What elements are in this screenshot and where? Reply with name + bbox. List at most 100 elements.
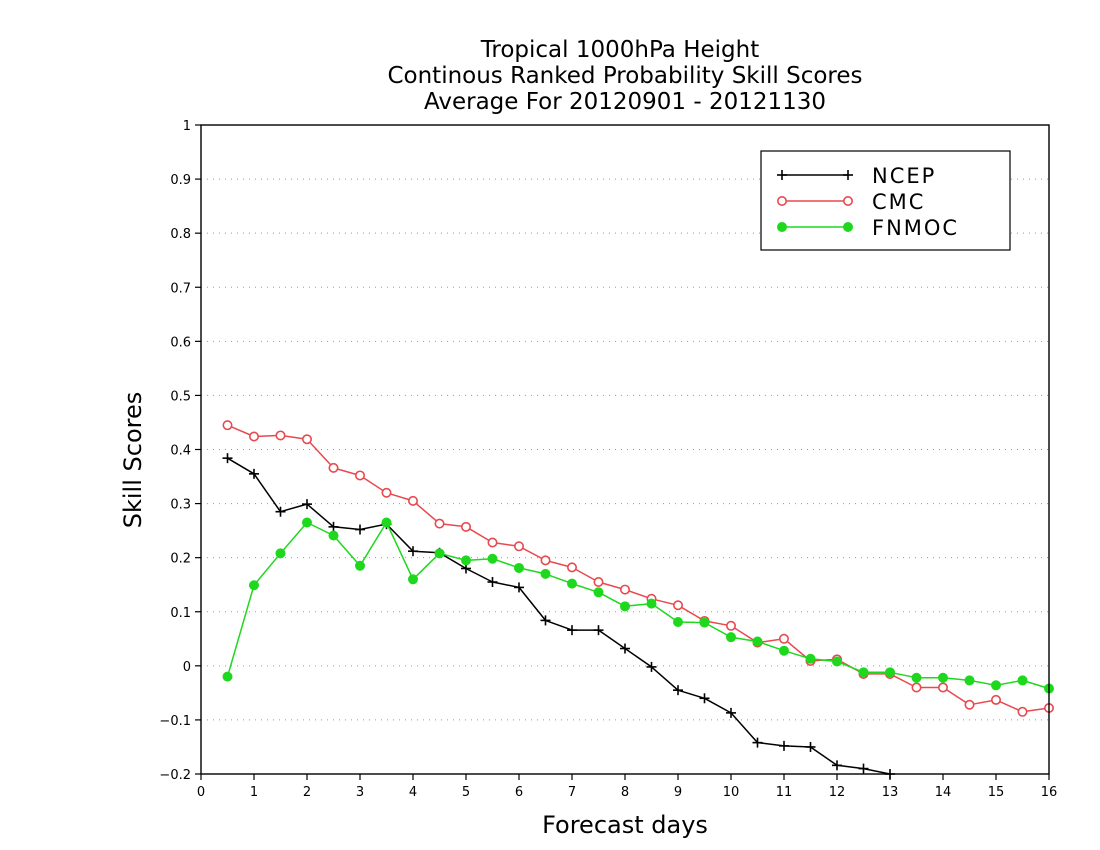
data-point-fnmoc — [381, 517, 392, 528]
data-point-cmc — [1017, 706, 1028, 717]
x-tick-label: 7 — [568, 785, 576, 800]
legend-marker-cmc — [776, 196, 787, 207]
data-point-cmc — [249, 431, 260, 442]
series-fnmoc — [222, 517, 1054, 694]
data-point-fnmoc — [991, 680, 1001, 691]
data-point-ncep — [302, 499, 312, 510]
data-point-ncep — [673, 685, 683, 696]
legend-item-fnmoc: FNMOC — [777, 216, 957, 240]
data-point-cmc — [911, 682, 922, 693]
data-point-cmc — [434, 518, 445, 529]
data-point-cmc — [593, 577, 604, 588]
data-point-ncep — [726, 707, 736, 718]
series-line-ncep — [227, 457, 891, 775]
title-line-2: Continous Ranked Probability Skill Score… — [387, 63, 862, 89]
data-point-fnmoc — [540, 568, 551, 579]
legend-marker-fnmoc — [843, 222, 853, 232]
x-tick-label: 1 — [250, 785, 258, 800]
data-point-fnmoc — [752, 636, 763, 647]
data-point-ncep — [832, 760, 842, 771]
legend-item-ncep: NCEP — [777, 164, 936, 188]
y-tick-label: 0.7 — [170, 281, 191, 296]
data-point-fnmoc — [487, 553, 498, 564]
data-point-ncep — [646, 661, 657, 672]
data-point-fnmoc — [779, 645, 789, 656]
data-point-cmc — [937, 682, 948, 693]
data-point-cmc — [301, 434, 312, 445]
series-line-cmc — [227, 424, 1050, 713]
data-point-ncep — [593, 625, 604, 636]
x-tick-label: 5 — [462, 785, 470, 800]
legend-label-cmc: CMC — [872, 190, 925, 214]
data-point-fnmoc — [328, 530, 339, 541]
legend-label-ncep: NCEP — [872, 164, 936, 188]
y-tick-label: 0.6 — [170, 335, 191, 350]
data-point-fnmoc — [911, 672, 922, 683]
legend-marker-cmc — [842, 196, 853, 207]
data-point-fnmoc — [434, 548, 445, 559]
y-tick-label: 0.9 — [170, 173, 191, 188]
data-point-ncep — [858, 763, 869, 774]
legend-marker-ncep — [843, 170, 853, 180]
x-tick-label: 8 — [621, 785, 629, 800]
data-point-cmc — [407, 495, 418, 506]
series-cmc — [222, 420, 1055, 717]
data-point-ncep — [408, 546, 418, 557]
data-point-fnmoc — [964, 675, 975, 686]
data-point-ncep — [275, 506, 286, 517]
x-tick-label: 3 — [356, 785, 364, 800]
x-tick-label: 12 — [829, 785, 846, 800]
data-point-fnmoc — [1017, 675, 1028, 686]
y-tick-label: 0.4 — [170, 444, 191, 459]
data-point-fnmoc — [620, 601, 630, 612]
data-point-fnmoc — [646, 598, 657, 609]
y-axis-label: Skill Scores — [119, 392, 147, 529]
data-point-cmc — [487, 537, 498, 548]
data-point-cmc — [566, 562, 577, 573]
series-line-fnmoc — [226, 521, 1050, 690]
data-point-fnmoc — [302, 517, 312, 528]
data-point-cmc — [990, 694, 1001, 705]
data-point-fnmoc — [699, 617, 710, 628]
data-point-cmc — [778, 633, 789, 644]
data-point-cmc — [619, 584, 630, 595]
data-point-fnmoc — [408, 574, 418, 585]
data-point-ncep — [752, 737, 763, 748]
data-point-fnmoc — [567, 578, 577, 589]
data-point-fnmoc — [885, 667, 895, 678]
data-point-ncep — [540, 615, 551, 626]
y-tick-label: −0.2 — [159, 768, 191, 783]
data-point-cmc — [725, 620, 736, 631]
data-point-fnmoc — [461, 555, 471, 566]
data-point-cmc — [222, 420, 233, 431]
y-tick-label: −0.1 — [159, 714, 191, 729]
legend-item-cmc: CMC — [776, 190, 925, 214]
data-point-fnmoc — [249, 580, 259, 591]
data-point-cmc — [513, 541, 524, 552]
data-point-ncep — [805, 741, 816, 752]
y-tick-label: 0.2 — [170, 552, 191, 567]
x-tick-label: 4 — [409, 785, 417, 800]
x-tick-label: 9 — [674, 785, 682, 800]
data-point-fnmoc — [355, 560, 365, 571]
x-tick-label: 15 — [988, 785, 1005, 800]
series-layer — [222, 420, 1055, 779]
ticks: −0.2−0.100.10.20.30.40.50.60.70.80.910 1 2… — [159, 119, 1057, 800]
data-point-cmc — [381, 487, 392, 498]
data-point-ncep — [567, 625, 577, 636]
y-tick-label: 0.3 — [170, 498, 191, 513]
data-point-fnmoc — [514, 562, 524, 573]
y-tick-label: 1 — [183, 119, 191, 134]
data-point-fnmoc — [805, 653, 816, 664]
data-point-fnmoc — [938, 672, 948, 683]
data-point-fnmoc — [832, 656, 842, 667]
data-point-ncep — [487, 577, 498, 588]
data-point-cmc — [460, 521, 471, 532]
data-point-fnmoc — [275, 548, 286, 559]
data-point-ncep — [328, 521, 339, 532]
y-tick-label: 0.5 — [170, 389, 191, 404]
x-tick-label: 11 — [776, 785, 793, 800]
x-tick-label: 6 — [515, 785, 523, 800]
